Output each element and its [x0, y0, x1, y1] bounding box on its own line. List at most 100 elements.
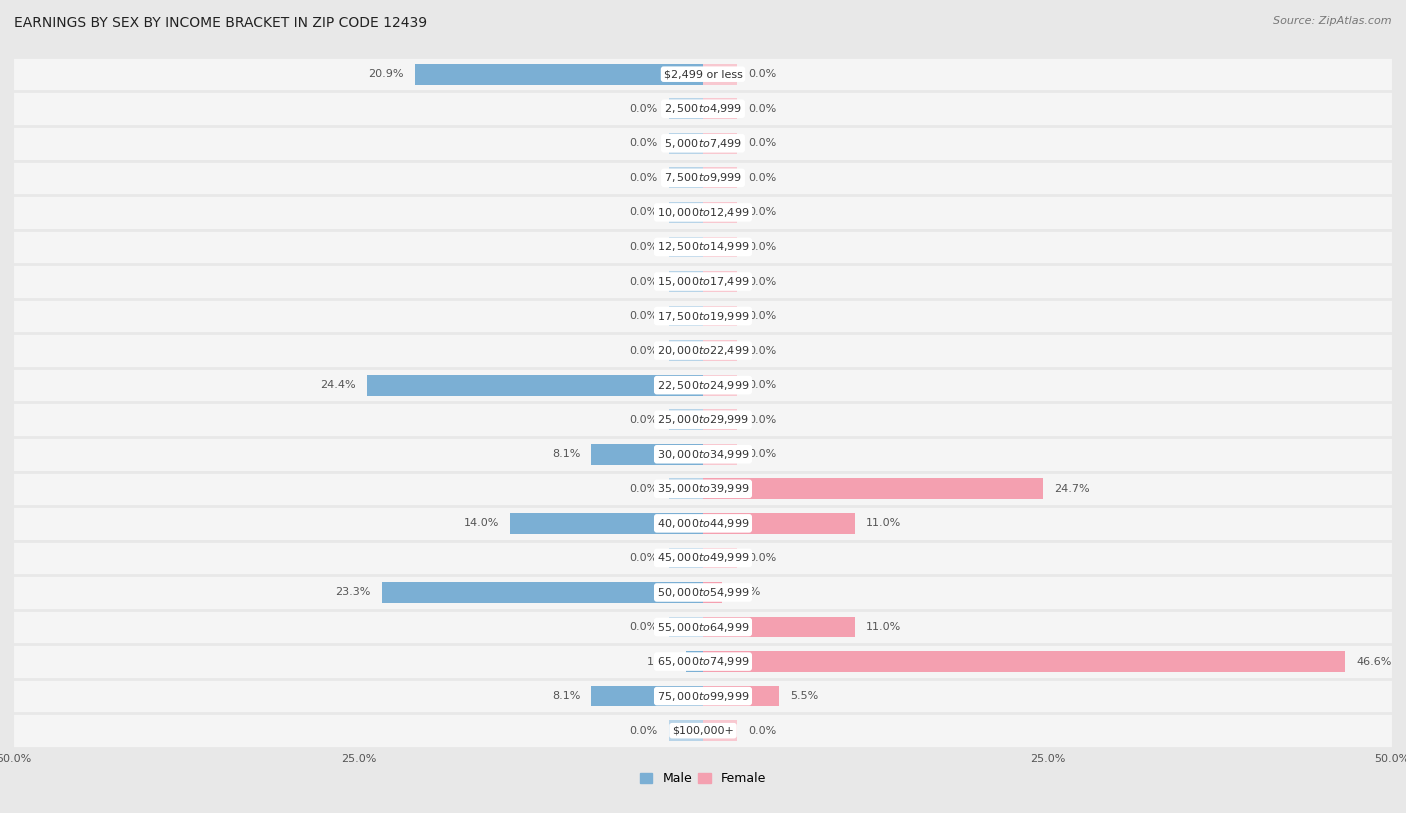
Text: 23.3%: 23.3%: [336, 588, 371, 598]
FancyBboxPatch shape: [14, 298, 1392, 333]
Bar: [703, 237, 738, 257]
Text: 0.0%: 0.0%: [748, 346, 776, 355]
Text: 0.0%: 0.0%: [630, 311, 658, 321]
Text: 0.0%: 0.0%: [630, 104, 658, 114]
Text: 24.4%: 24.4%: [321, 380, 356, 390]
Bar: [703, 202, 738, 223]
Text: 11.0%: 11.0%: [866, 622, 901, 632]
Text: 0.0%: 0.0%: [748, 450, 776, 459]
Bar: [703, 616, 855, 637]
FancyBboxPatch shape: [14, 91, 1392, 126]
FancyBboxPatch shape: [14, 472, 1392, 506]
FancyBboxPatch shape: [14, 195, 1392, 229]
Bar: [592, 686, 703, 706]
Bar: [415, 63, 703, 85]
Text: 0.0%: 0.0%: [748, 207, 776, 217]
Text: $20,000 to $22,499: $20,000 to $22,499: [657, 344, 749, 357]
Text: 24.7%: 24.7%: [1054, 484, 1090, 493]
FancyBboxPatch shape: [14, 714, 1392, 748]
FancyBboxPatch shape: [14, 610, 1392, 644]
Text: 5.5%: 5.5%: [790, 691, 818, 701]
Text: 0.0%: 0.0%: [630, 553, 658, 563]
Bar: [669, 133, 703, 154]
Text: $40,000 to $44,999: $40,000 to $44,999: [657, 517, 749, 530]
Text: $65,000 to $74,999: $65,000 to $74,999: [657, 655, 749, 668]
Bar: [703, 651, 1346, 672]
Text: 8.1%: 8.1%: [553, 450, 581, 459]
Bar: [669, 237, 703, 257]
Text: 46.6%: 46.6%: [1357, 657, 1392, 667]
Bar: [703, 63, 738, 85]
Bar: [703, 686, 779, 706]
Bar: [703, 720, 738, 741]
Text: $30,000 to $34,999: $30,000 to $34,999: [657, 448, 749, 461]
Text: 11.0%: 11.0%: [866, 519, 901, 528]
Text: $2,500 to $4,999: $2,500 to $4,999: [664, 102, 742, 115]
Text: 0.0%: 0.0%: [630, 484, 658, 493]
Bar: [367, 375, 703, 396]
Text: $22,500 to $24,999: $22,500 to $24,999: [657, 379, 749, 392]
FancyBboxPatch shape: [14, 229, 1392, 264]
FancyBboxPatch shape: [14, 644, 1392, 679]
Text: $15,000 to $17,499: $15,000 to $17,499: [657, 275, 749, 288]
Text: 0.0%: 0.0%: [748, 380, 776, 390]
Bar: [669, 272, 703, 292]
Bar: [703, 582, 723, 603]
Bar: [669, 167, 703, 189]
Bar: [686, 651, 703, 672]
Text: 20.9%: 20.9%: [368, 69, 404, 79]
Text: 0.0%: 0.0%: [630, 138, 658, 148]
Text: 0.0%: 0.0%: [630, 726, 658, 736]
Bar: [703, 478, 1043, 499]
Bar: [703, 513, 855, 534]
Text: 0.0%: 0.0%: [630, 622, 658, 632]
FancyBboxPatch shape: [14, 541, 1392, 576]
Bar: [669, 720, 703, 741]
Text: $35,000 to $39,999: $35,000 to $39,999: [657, 482, 749, 495]
Text: 8.1%: 8.1%: [553, 691, 581, 701]
Text: EARNINGS BY SEX BY INCOME BRACKET IN ZIP CODE 12439: EARNINGS BY SEX BY INCOME BRACKET IN ZIP…: [14, 16, 427, 30]
Bar: [669, 410, 703, 430]
Text: 0.0%: 0.0%: [630, 242, 658, 252]
Bar: [669, 548, 703, 568]
Text: $5,000 to $7,499: $5,000 to $7,499: [664, 137, 742, 150]
FancyBboxPatch shape: [14, 367, 1392, 402]
FancyBboxPatch shape: [14, 333, 1392, 367]
Bar: [703, 272, 738, 292]
Text: $55,000 to $64,999: $55,000 to $64,999: [657, 620, 749, 633]
Bar: [703, 444, 738, 465]
Bar: [669, 341, 703, 361]
Legend: Male, Female: Male, Female: [636, 767, 770, 790]
Bar: [382, 582, 703, 603]
Bar: [703, 410, 738, 430]
Bar: [703, 167, 738, 189]
Text: Source: ZipAtlas.com: Source: ZipAtlas.com: [1274, 16, 1392, 26]
Text: 0.0%: 0.0%: [748, 276, 776, 286]
Text: 0.0%: 0.0%: [748, 242, 776, 252]
FancyBboxPatch shape: [14, 506, 1392, 541]
Bar: [703, 548, 738, 568]
FancyBboxPatch shape: [14, 126, 1392, 161]
Text: 0.0%: 0.0%: [748, 69, 776, 79]
Text: 0.0%: 0.0%: [630, 207, 658, 217]
Text: $100,000+: $100,000+: [672, 726, 734, 736]
Bar: [669, 202, 703, 223]
Text: 0.0%: 0.0%: [748, 138, 776, 148]
FancyBboxPatch shape: [14, 679, 1392, 714]
Bar: [703, 375, 738, 396]
Bar: [703, 133, 738, 154]
Text: 0.0%: 0.0%: [748, 415, 776, 424]
Bar: [669, 306, 703, 327]
Text: 0.0%: 0.0%: [630, 173, 658, 183]
Text: $17,500 to $19,999: $17,500 to $19,999: [657, 310, 749, 323]
Text: 1.2%: 1.2%: [647, 657, 675, 667]
FancyBboxPatch shape: [14, 161, 1392, 195]
Text: $2,499 or less: $2,499 or less: [664, 69, 742, 79]
Text: 0.0%: 0.0%: [748, 553, 776, 563]
Text: $12,500 to $14,999: $12,500 to $14,999: [657, 241, 749, 254]
Text: 0.0%: 0.0%: [630, 346, 658, 355]
Bar: [703, 341, 738, 361]
Bar: [592, 444, 703, 465]
Text: $10,000 to $12,499: $10,000 to $12,499: [657, 206, 749, 219]
Text: 0.0%: 0.0%: [748, 104, 776, 114]
